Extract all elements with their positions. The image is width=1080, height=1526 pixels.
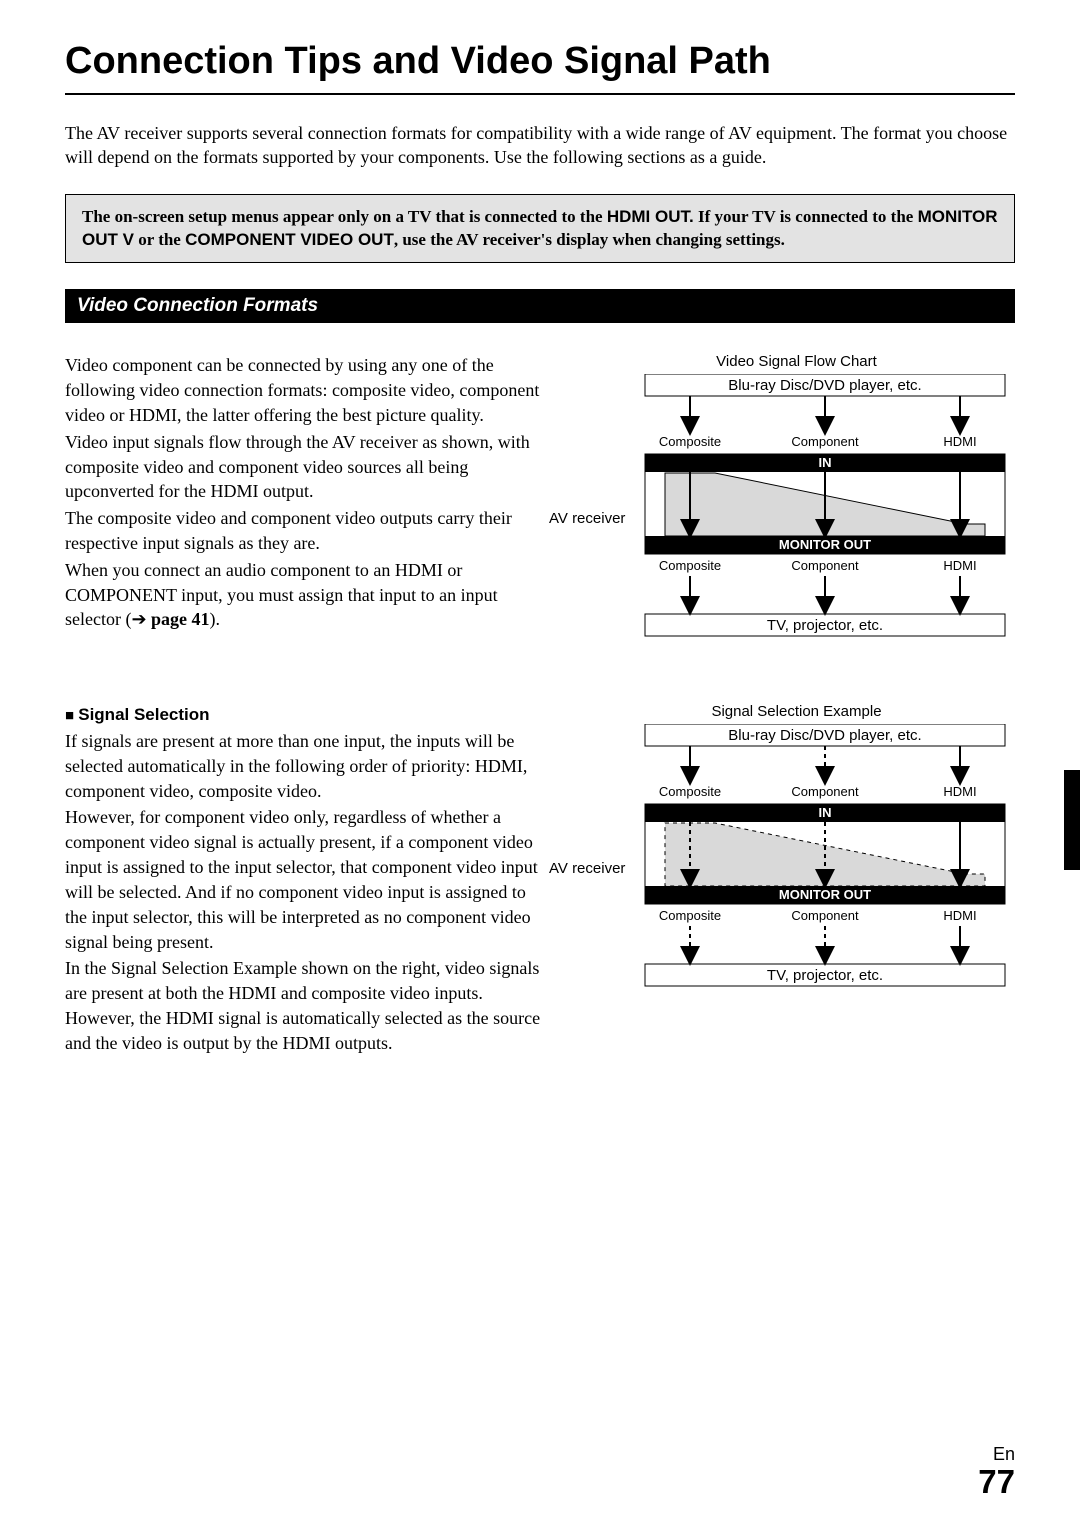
row-2: Signal Selection If signals are present …: [65, 703, 1015, 1057]
svg-text:HDMI: HDMI: [943, 558, 976, 573]
footer-lang: En: [978, 1444, 1015, 1465]
diagram2-wrap: AV receiver Blu-ray Disc/DVD player, etc…: [635, 724, 1015, 1019]
notice-text-1: The on-screen setup menus appear only on…: [82, 207, 607, 226]
intro-paragraph: The AV receiver supports several connect…: [65, 121, 1015, 170]
body-p1: Video component can be connected by usin…: [65, 353, 548, 427]
title-rule: [65, 93, 1015, 95]
notice-text-3: or the: [134, 230, 185, 249]
diagram2-svg: Blu-ray Disc/DVD player, etc. Composite …: [635, 724, 1015, 1014]
svg-text:Composite: Composite: [659, 558, 721, 573]
page-ref-41: page 41: [151, 609, 210, 629]
signal-heading: Signal Selection: [65, 703, 548, 727]
diagram1-wrap: AV receiver Blu-ray Disc/DVD player, etc…: [635, 374, 1015, 669]
svg-text:Composite: Composite: [659, 784, 721, 799]
svg-text:Component: Component: [791, 784, 859, 799]
svg-text:TV, projector, etc.: TV, projector, etc.: [767, 967, 883, 984]
side-tab: [1064, 770, 1080, 870]
svg-text:IN: IN: [819, 805, 832, 820]
svg-text:Blu-ray Disc/DVD player, etc.: Blu-ray Disc/DVD player, etc.: [728, 727, 921, 744]
notice-text-2: If your TV is connected to the: [694, 207, 918, 226]
svg-text:Component: Component: [791, 558, 859, 573]
notice-text-4: , use the AV receiver's display when cha…: [394, 230, 785, 249]
svg-text:Component: Component: [791, 908, 859, 923]
diagram1-av-label: AV receiver: [549, 510, 625, 527]
footer-page-number: 77: [978, 1465, 1015, 1498]
diagram1-title: Video Signal Flow Chart: [578, 353, 1015, 370]
body-p2: Video input signals flow through the AV …: [65, 430, 548, 504]
signal-p2: However, for component video only, regar…: [65, 805, 548, 954]
svg-text:Composite: Composite: [659, 908, 721, 923]
signal-p3: In the Signal Selection Example shown on…: [65, 956, 548, 1055]
svg-text:HDMI: HDMI: [943, 434, 976, 449]
diagram1-svg: Blu-ray Disc/DVD player, etc. Composite …: [635, 374, 1015, 664]
svg-text:Composite: Composite: [659, 434, 721, 449]
row-1: Video component can be connected by usin…: [65, 353, 1015, 669]
diagram2-title: Signal Selection Example: [578, 703, 1015, 720]
page-container: Connection Tips and Video Signal Path Th…: [0, 0, 1080, 1058]
svg-text:IN: IN: [819, 455, 832, 470]
svg-text:MONITOR OUT: MONITOR OUT: [779, 887, 871, 902]
svg-text:HDMI: HDMI: [943, 908, 976, 923]
svg-text:Component: Component: [791, 434, 859, 449]
signal-p1: If signals are present at more than one …: [65, 729, 548, 803]
notice-component-out: COMPONENT VIDEO OUT: [185, 230, 394, 249]
body-p3: The composite video and component video …: [65, 506, 548, 556]
section-header: Video Connection Formats: [65, 289, 1015, 323]
body-text-col: Video component can be connected by usin…: [65, 353, 548, 669]
diagram-1-col: Video Signal Flow Chart AV receiver Blu-…: [578, 353, 1015, 669]
svg-text:HDMI: HDMI: [943, 784, 976, 799]
svg-text:TV, projector, etc.: TV, projector, etc.: [767, 617, 883, 634]
diagram-2-col: Signal Selection Example AV receiver Blu…: [578, 703, 1015, 1057]
signal-text-col: Signal Selection If signals are present …: [65, 703, 548, 1057]
page-footer: En 77: [978, 1444, 1015, 1498]
svg-text:MONITOR OUT: MONITOR OUT: [779, 537, 871, 552]
notice-hdmi-out: HDMI OUT.: [607, 207, 694, 226]
body-p4a: When you connect an audio component to a…: [65, 560, 498, 630]
notice-box: The on-screen setup menus appear only on…: [65, 194, 1015, 264]
diagram2-av-label: AV receiver: [549, 860, 625, 877]
d1-source: Blu-ray Disc/DVD player, etc.: [728, 377, 921, 394]
body-p4: When you connect an audio component to a…: [65, 558, 548, 632]
page-title: Connection Tips and Video Signal Path: [65, 40, 1015, 83]
body-p4b: ).: [210, 609, 221, 629]
